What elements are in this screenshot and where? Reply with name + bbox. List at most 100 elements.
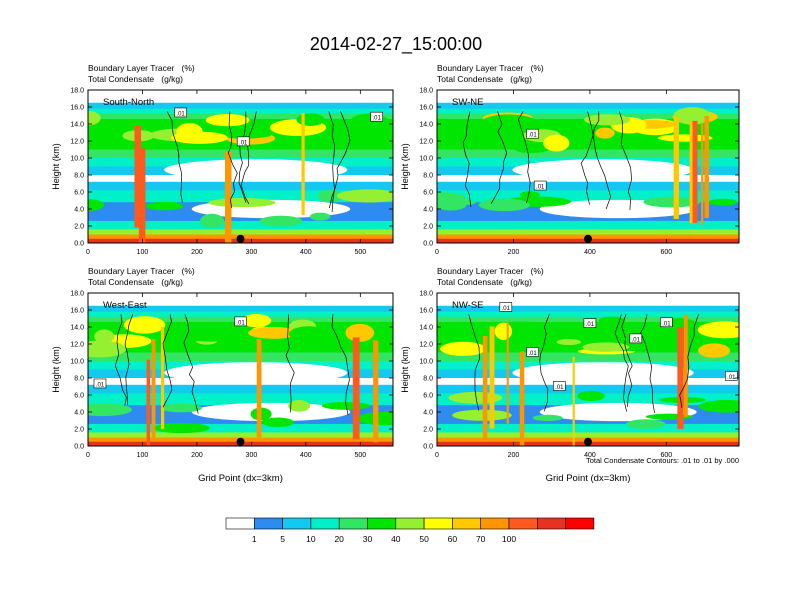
y-axis: 0.0 2.0 4.0 6.0 8.0 10.0 12.0 14.0 16.0 18.0 Heigh… — [51, 291, 393, 451]
colorbar-label: 30 — [363, 534, 373, 544]
x-tick-label: 0 — [86, 249, 90, 256]
colorbar-swatch — [282, 517, 312, 530]
plot-frame — [436, 89, 740, 244]
y-tick-label: 0.0 — [74, 444, 84, 451]
y-tick-label: 4.0 — [74, 410, 84, 417]
x-tick-label: 400 — [300, 452, 312, 459]
contour-label-box — [234, 316, 247, 327]
panel-label-tracer: Boundary Layer Tracer (%) — [437, 63, 544, 73]
y-tick-label: 16.0 — [419, 308, 433, 315]
y-axis-label: Height (km) — [51, 143, 61, 190]
colorbar-swatch — [395, 517, 425, 530]
y-tick-label: 10.0 — [70, 156, 84, 163]
y-tick-label: 2.0 — [423, 427, 433, 434]
colorbar-swatch — [565, 517, 595, 530]
contour-label-box — [499, 302, 513, 312]
colorbar-swatch — [338, 517, 368, 530]
x-axis: 0 200 400 600 — [435, 90, 672, 256]
panel-sw-ne: .01 .01 Boundary Layer Tracer (%)Total Con… — [400, 63, 740, 256]
colorbar-label: 70 — [476, 534, 486, 544]
x-axis-label: Grid Point (dx=3km) — [198, 473, 283, 484]
contour-label: .01 — [239, 140, 248, 146]
panel-label-condensate: Total Condensate (g/kg) — [88, 74, 183, 84]
contour-label-box — [553, 381, 566, 391]
contour-label-box — [533, 180, 547, 191]
contour-label: .01 — [236, 320, 245, 326]
y-tick-label: 14.0 — [70, 122, 84, 129]
x-tick-label: 0 — [86, 452, 90, 459]
colorbar-label: 100 — [502, 534, 516, 544]
x-tick-label: 400 — [300, 249, 312, 256]
x-tick-label: 200 — [191, 249, 203, 256]
panel-label-condensate: Total Condensate (g/kg) — [88, 277, 183, 287]
contour-label: .01 — [555, 385, 564, 391]
contour-label-box — [725, 370, 738, 381]
y-tick-label: 6.0 — [423, 393, 433, 400]
y-tick-label: 16.0 — [419, 105, 433, 112]
colorbar-swatch — [225, 517, 255, 530]
y-tick-label: 0.0 — [74, 241, 84, 248]
y-tick-label: 18.0 — [70, 88, 84, 95]
y-tick-label: 2.0 — [423, 224, 433, 231]
colorbar-swatch — [423, 517, 453, 530]
x-tick-label: 400 — [584, 249, 596, 256]
contour-label-box — [660, 317, 673, 328]
y-axis: 0.0 2.0 4.0 6.0 8.0 10.0 12.0 14.0 16.0 18.0 Heigh… — [51, 88, 393, 248]
contour-label-box — [93, 378, 107, 389]
location-marker — [584, 234, 592, 243]
y-tick-label: 14.0 — [70, 325, 84, 332]
contour-label: .01 — [528, 351, 537, 357]
y-tick-label: 4.0 — [423, 207, 433, 214]
x-tick-label: 500 — [354, 452, 366, 459]
x-tick-label: 200 — [191, 452, 203, 459]
contour-label: .01 — [727, 375, 736, 381]
colorbar-swatch — [536, 517, 566, 530]
contour-labels: .01 .01 .01 — [174, 107, 383, 146]
colorbar-label: 60 — [448, 534, 458, 544]
x-tick-label: 300 — [246, 452, 258, 459]
y-axis-label: Height (km) — [400, 143, 410, 190]
contour-labels: .01 .01 — [526, 128, 547, 191]
y-tick-label: 10.0 — [70, 359, 84, 366]
tracer-field — [88, 293, 393, 446]
contour-label: .01 — [528, 133, 537, 139]
colorbar-label: 10 — [306, 534, 316, 544]
contour-label: .01 — [372, 116, 381, 122]
y-tick-label: 18.0 — [70, 291, 84, 298]
contour-label-box — [629, 333, 643, 344]
y-axis: 0.0 2.0 4.0 6.0 8.0 10.0 12.0 14.0 16.0 18.0 Heigh… — [400, 88, 739, 248]
condensate-contours — [114, 314, 350, 416]
x-tick-label: 200 — [508, 452, 520, 459]
y-tick-label: 8.0 — [423, 376, 433, 383]
y-tick-label: 12.0 — [419, 342, 433, 349]
y-tick-label: 8.0 — [74, 173, 84, 180]
colorbar-label: 5 — [280, 534, 285, 544]
y-tick-label: 2.0 — [74, 427, 84, 434]
panel-label-tracer: Boundary Layer Tracer (%) — [437, 266, 544, 276]
y-tick-label: 4.0 — [74, 207, 84, 214]
location-marker — [584, 437, 592, 446]
panel-nw-se: .01 .01 .01 .01 .01 .01 .01 Boundary Layer Trac… — [400, 266, 740, 484]
y-tick-label: 6.0 — [74, 393, 84, 400]
y-axis-label: Height (km) — [51, 346, 61, 393]
y-tick-label: 16.0 — [70, 105, 84, 112]
y-tick-label: 12.0 — [70, 139, 84, 146]
contour-label: .01 — [662, 321, 671, 327]
panel-label-condensate: Total Condensate (g/kg) — [437, 74, 532, 84]
contour-footnote: Total Condensate Contours: .01 to .01 by… — [586, 456, 739, 465]
x-axis-label: Grid Point (dx=3km) — [546, 473, 631, 484]
panel-direction-label: NW-SE — [452, 300, 484, 311]
y-axis-label: Height (km) — [400, 346, 410, 393]
contour-label-box — [526, 128, 539, 139]
colorbar-swatch — [254, 517, 283, 530]
y-tick-label: 0.0 — [423, 241, 433, 248]
colorbar-swatch — [367, 517, 397, 530]
contour-label: .01 — [96, 382, 105, 388]
y-tick-label: 12.0 — [70, 342, 84, 349]
y-tick-label: 0.0 — [423, 444, 433, 451]
contour-label-box — [583, 318, 597, 328]
contour-label-box — [526, 347, 539, 357]
x-tick-label: 300 — [246, 249, 258, 256]
contour-label: .01 — [586, 322, 595, 328]
